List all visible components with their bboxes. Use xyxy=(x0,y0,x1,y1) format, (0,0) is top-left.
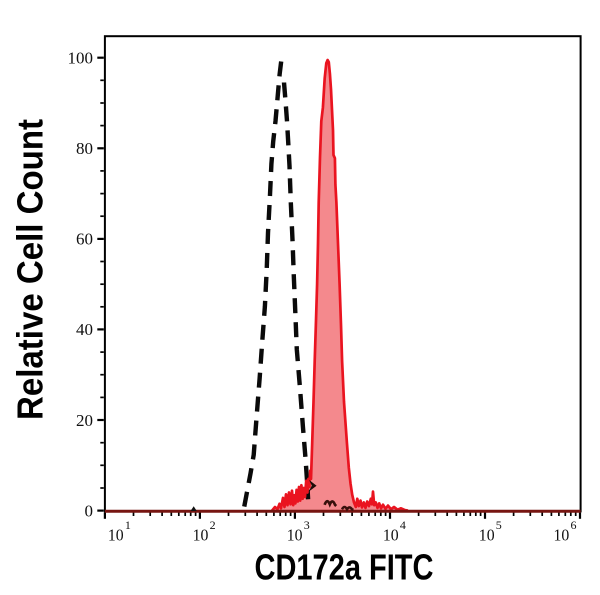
svg-text:Relative Cell Count: Relative Cell Count xyxy=(10,119,51,420)
svg-text:20: 20 xyxy=(76,411,93,430)
svg-text:4: 4 xyxy=(400,518,406,532)
svg-text:60: 60 xyxy=(76,230,93,249)
svg-text:CD172a FITC: CD172a FITC xyxy=(255,547,434,588)
svg-text:10: 10 xyxy=(554,525,570,544)
svg-text:3: 3 xyxy=(304,518,310,532)
svg-text:10: 10 xyxy=(193,525,209,544)
svg-text:40: 40 xyxy=(76,320,93,339)
svg-text:5: 5 xyxy=(496,518,502,532)
svg-text:0: 0 xyxy=(85,501,94,520)
svg-text:1: 1 xyxy=(125,518,131,532)
svg-text:10: 10 xyxy=(479,525,495,544)
svg-text:10: 10 xyxy=(383,525,399,544)
svg-text:10: 10 xyxy=(287,525,303,544)
svg-text:10: 10 xyxy=(108,525,124,544)
svg-text:100: 100 xyxy=(68,49,94,68)
svg-text:6: 6 xyxy=(571,518,577,532)
svg-text:2: 2 xyxy=(210,518,216,532)
svg-text:80: 80 xyxy=(76,139,93,158)
